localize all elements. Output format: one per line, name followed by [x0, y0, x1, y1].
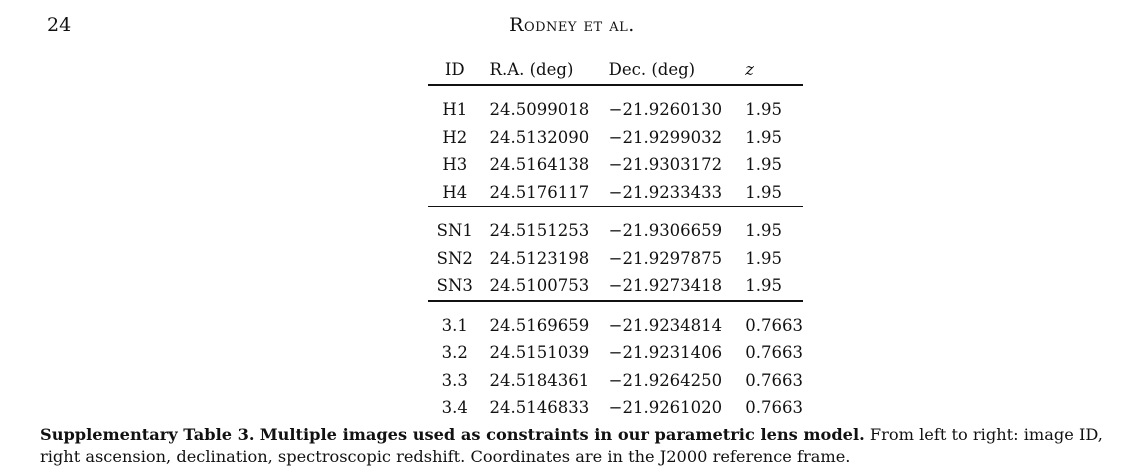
cell-id: H3	[442, 155, 468, 175]
cell-ra: 24.5146833	[489, 398, 590, 418]
cell-dec: −21.9264250	[608, 370, 723, 390]
cell-ra: 24.5099018	[489, 100, 590, 120]
cell-ra: 24.5176117	[481, 178, 601, 207]
cell-z: 1.95	[745, 100, 783, 120]
cell-z: 1.95	[745, 127, 783, 147]
cell-ra: 24.5169659	[489, 315, 590, 335]
cell-z: 1.95	[745, 221, 783, 241]
column-header-id: ID	[428, 54, 482, 86]
table-row: 3.1 24.5169659 −21.9234814 0.7663	[428, 301, 803, 340]
cell-z: 0.7663	[745, 315, 803, 335]
cell-id: H1	[442, 100, 468, 120]
table-row: H1 24.5099018 −21.9260130 1.95	[428, 85, 803, 124]
cell-ra: 24.5151253	[489, 221, 590, 241]
table-row: 3.2 24.5151039 −21.9231406 0.7663	[428, 339, 803, 367]
cell-id: 3.4	[441, 398, 468, 418]
cell-dec: −21.9303172	[608, 155, 723, 175]
cell-dec: −21.9273418	[600, 272, 736, 302]
cell-z: 0.7663	[745, 370, 803, 390]
cell-ra: 24.5100753	[481, 272, 601, 302]
cell-dec: −21.9234814	[608, 315, 723, 335]
column-header-ra: R.A. (deg)	[481, 54, 601, 86]
table-row: H4 24.5176117 −21.9233433 1.95	[428, 178, 803, 207]
column-header-dec: Dec. (deg)	[600, 54, 736, 86]
cell-id: 3.3	[441, 370, 468, 390]
cell-id: SN3	[428, 272, 482, 302]
cell-ra: 24.5151039	[489, 343, 590, 363]
table-row: 3.4 24.5146833 −21.9261020 0.7663	[428, 394, 803, 422]
cell-dec: −21.9261020	[608, 398, 723, 418]
table-header-row: ID R.A. (deg) Dec. (deg) z	[428, 54, 803, 86]
table-row: SN2 24.5123198 −21.9297875 1.95	[428, 245, 803, 273]
cell-dec: −21.9260130	[608, 100, 723, 120]
cell-ra: 24.5123198	[489, 248, 590, 268]
cell-ra: 24.5164138	[489, 155, 590, 175]
cell-id: SN1	[436, 221, 473, 241]
cell-z: 1.95	[735, 272, 803, 302]
cell-z: 1.95	[745, 248, 783, 268]
table-row: H2 24.5132090 −21.9299032 1.95	[428, 124, 803, 152]
column-header-z: z	[735, 54, 803, 86]
table-row: SN1 24.5151253 −21.9306659 1.95	[428, 207, 803, 245]
cell-dec: −21.9233433	[600, 178, 736, 207]
cell-dec: −21.9299032	[608, 127, 723, 147]
cell-z: 0.7663	[745, 343, 803, 363]
table-row: 3.3 24.5184361 −21.9264250 0.7663	[428, 367, 803, 395]
table-body: H1 24.5099018 −21.9260130 1.95 H2 24.5132090−…	[428, 85, 803, 422]
caption-title: Multiple images used as constraints in o…	[259, 425, 865, 444]
running-head: Rodney et al.	[509, 14, 635, 36]
cell-id: 3.2	[441, 343, 468, 363]
table-row: SN3 24.5100753 −21.9273418 1.95	[428, 272, 803, 302]
cell-id: H4	[428, 178, 482, 207]
cell-ra: 24.5132090	[489, 127, 590, 147]
cell-dec: −21.9306659	[608, 221, 723, 241]
caption-label: Supplementary Table 3.	[40, 425, 255, 444]
page-number: 24	[47, 14, 72, 36]
cell-id: H2	[442, 127, 468, 147]
cell-ra: 24.5184361	[489, 370, 590, 390]
cell-dec: −21.9297875	[608, 248, 723, 268]
table-row: H3 24.5164138 −21.9303172 1.95	[428, 151, 803, 179]
cell-z: 1.95	[745, 155, 783, 175]
table-caption: Supplementary Table 3. Multiple images u…	[40, 424, 1120, 468]
caption-body: From left to right: image ID, right asce…	[40, 425, 1103, 466]
data-table: ID R.A. (deg) Dec. (deg) z H1 24.5099018−…	[428, 54, 803, 422]
cell-id: 3.1	[441, 315, 468, 335]
cell-z: 1.95	[735, 178, 803, 207]
cell-dec: −21.9231406	[608, 343, 723, 363]
cell-z: 0.7663	[745, 398, 803, 418]
cell-id: SN2	[436, 248, 473, 268]
